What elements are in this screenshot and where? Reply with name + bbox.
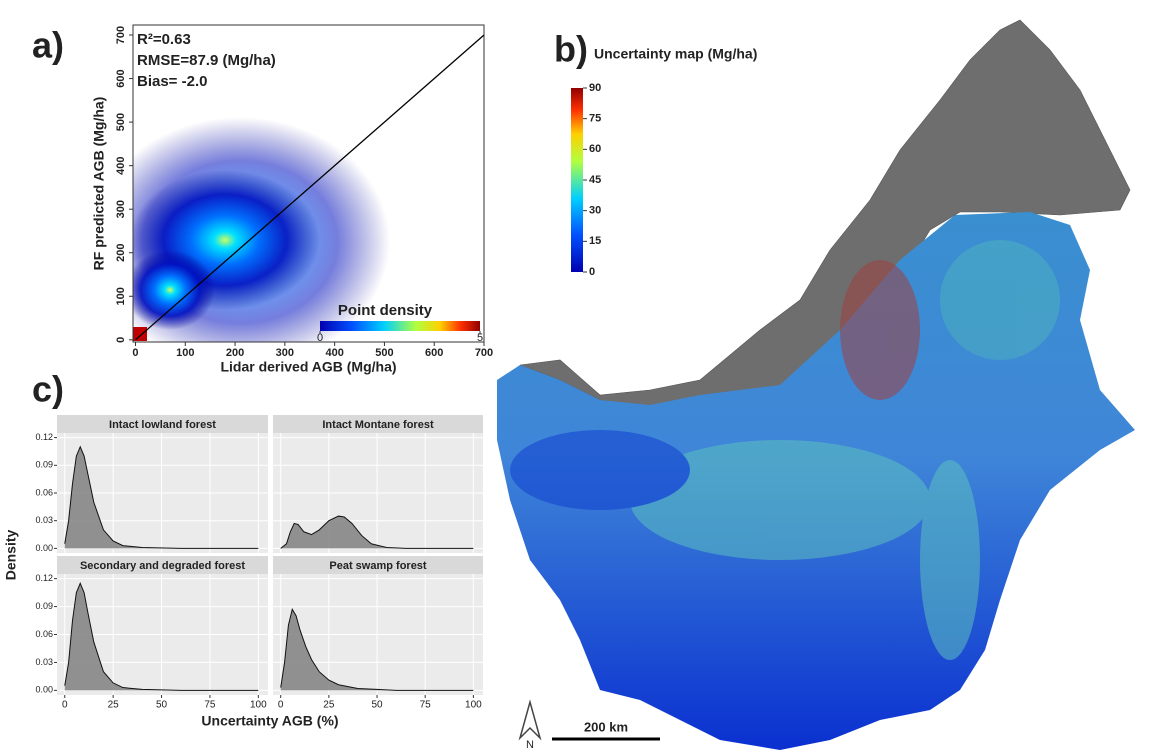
y-tick-label: 0.09 [35, 601, 53, 611]
facet-title: Intact lowland forest [109, 419, 216, 431]
x-tick-label: 0 [132, 347, 138, 359]
y-tick-label: 0.06 [35, 629, 53, 639]
density-area [280, 516, 474, 549]
panel-label: a) [32, 25, 64, 66]
colorbar-tick-label: 15 [589, 235, 601, 247]
x-axis-label: Lidar derived AGB (Mg/ha) [220, 359, 396, 375]
y-tick-label: 0.03 [35, 515, 53, 525]
colorbar-tick-label: 0 [317, 332, 323, 344]
x-tick-label: 25 [323, 700, 335, 711]
x-tick-label: 25 [108, 700, 120, 711]
plot-frame [132, 24, 485, 343]
y-tick-label: 100 [115, 287, 127, 305]
x-tick-label: 300 [276, 347, 294, 359]
x-tick-label: 100 [465, 700, 482, 711]
x-tick-label: 200 [226, 347, 244, 359]
one-to-one-line [135, 34, 484, 341]
density-line [280, 515, 474, 549]
x-tick-label: 600 [425, 347, 443, 359]
facet-strip [57, 415, 268, 433]
north-arrow [518, 699, 542, 741]
facet-title: Secondary and degraded forest [80, 560, 245, 572]
y-tick-label: 400 [115, 156, 127, 174]
y-axis-label: RF predicted AGB (Mg/ha) [91, 97, 107, 271]
x-tick-label: 700 [475, 347, 493, 359]
colorbar-tick-label: 60 [589, 143, 601, 155]
x-tick-label: 75 [204, 700, 216, 711]
y-axis-label: Density [3, 530, 19, 581]
x-axis-label: Uncertainty AGB (%) [201, 713, 338, 729]
colorbar-tick-label: 75 [589, 113, 601, 125]
x-tick-label: 100 [250, 700, 267, 711]
panel-label: c) [32, 369, 64, 410]
facet-title: Peat swamp forest [329, 560, 427, 572]
x-tick-label: 0 [62, 700, 68, 711]
y-tick-label: 0.06 [35, 487, 53, 497]
colorbar-tick-label: 90 [589, 82, 601, 94]
y-tick-label: 300 [115, 200, 127, 218]
x-tick-label: 100 [176, 347, 194, 359]
x-tick-label: 75 [420, 700, 432, 711]
density-area [280, 609, 474, 691]
scale-bar-label: 200 km [584, 719, 628, 734]
facet-strip [273, 556, 483, 574]
x-tick-label: 50 [371, 700, 383, 711]
map-texture [510, 240, 1060, 660]
x-tick-label: 500 [375, 347, 393, 359]
colorbar-tick-label: 30 [589, 205, 601, 217]
stat-annotation: R²=0.63 [137, 31, 191, 48]
x-tick-label: 400 [325, 347, 343, 359]
facet-strip [57, 556, 268, 574]
density-line [64, 445, 259, 549]
colorbar-label: Point density [338, 302, 433, 319]
y-tick-label: 0.12 [35, 573, 53, 583]
y-tick-label: 0.09 [35, 460, 53, 470]
y-tick-label: 0.00 [35, 685, 53, 695]
x-tick-label: 0 [278, 700, 284, 711]
facet-strip [273, 415, 483, 433]
y-tick-label: 0.00 [35, 543, 53, 553]
colorbar-tick-label: 0 [589, 266, 595, 278]
y-tick-label: 600 [115, 69, 127, 87]
density-line [64, 582, 259, 691]
y-tick-label: 500 [115, 113, 127, 131]
y-tick-label: 0 [115, 337, 127, 343]
density-line [280, 608, 474, 691]
stat-annotation: RMSE=87.9 (Mg/ha) [137, 52, 276, 69]
y-tick-label: 0.12 [35, 432, 53, 442]
north-label: N [526, 739, 534, 751]
x-tick-label: 50 [156, 700, 168, 711]
colorbar [571, 88, 583, 272]
y-tick-label: 700 [115, 26, 127, 44]
stat-annotation: Bias= -2.0 [137, 73, 207, 90]
y-tick-label: 0.03 [35, 657, 53, 667]
colorbar [320, 321, 480, 331]
panel-label: b) [554, 29, 588, 70]
facet-title: Intact Montane forest [322, 419, 434, 431]
colorbar-tick-label: 5 [477, 332, 483, 344]
map-title: Uncertainty map (Mg/ha) [594, 46, 757, 62]
y-tick-label: 200 [115, 244, 127, 262]
colorbar-tick-label: 45 [589, 174, 601, 186]
